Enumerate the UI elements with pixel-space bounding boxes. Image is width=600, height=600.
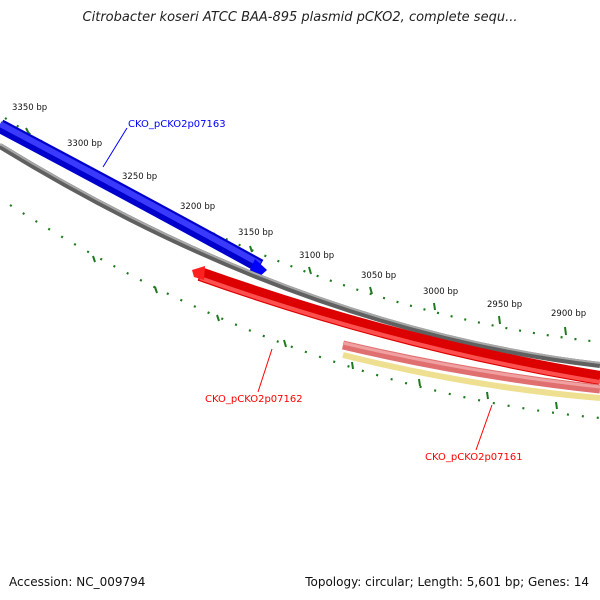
tick-label-3300: 3300 bp	[67, 139, 102, 149]
inner-major-ticks	[92, 255, 558, 410]
gene-arrow-cko-pcko2p07162[interactable]	[192, 266, 600, 385]
tick-label-3250: 3250 bp	[122, 172, 157, 182]
backbone-track	[0, 143, 600, 368]
gene-arrow-cko-pcko2p07161[interactable]	[341, 340, 600, 401]
tick-label-3350: 3350 bp	[12, 103, 47, 113]
tick-label-3150: 3150 bp	[238, 228, 273, 238]
accession-text: Accession: NC_009794	[9, 575, 146, 589]
leader-line-07161	[475, 404, 493, 451]
tick-label-3050: 3050 bp	[361, 271, 396, 281]
tick-label-2900: 2900 bp	[551, 309, 586, 319]
gene-label-cko-pcko2p07162[interactable]: CKO_pCKO2p07162	[205, 394, 303, 405]
leader-line-07163	[102, 127, 128, 168]
gene-arrow-cko-pcko2p07163[interactable]	[0, 119, 267, 278]
gene-label-cko-pcko2p07163[interactable]: CKO_pCKO2p07163	[128, 119, 226, 130]
tick-label-3200: 3200 bp	[180, 202, 215, 212]
tick-label-3000: 3000 bp	[423, 287, 458, 297]
leader-line-07162	[257, 348, 273, 393]
tick-label-3100: 3100 bp	[299, 251, 334, 261]
map-title: Citrobacter koseri ATCC BAA-895 plasmid …	[82, 10, 518, 25]
tick-label-2950: 2950 bp	[487, 300, 522, 310]
summary-text: Topology: circular; Length: 5,601 bp; Ge…	[305, 575, 589, 589]
gene-label-cko-pcko2p07161[interactable]: CKO_pCKO2p07161	[425, 452, 523, 463]
